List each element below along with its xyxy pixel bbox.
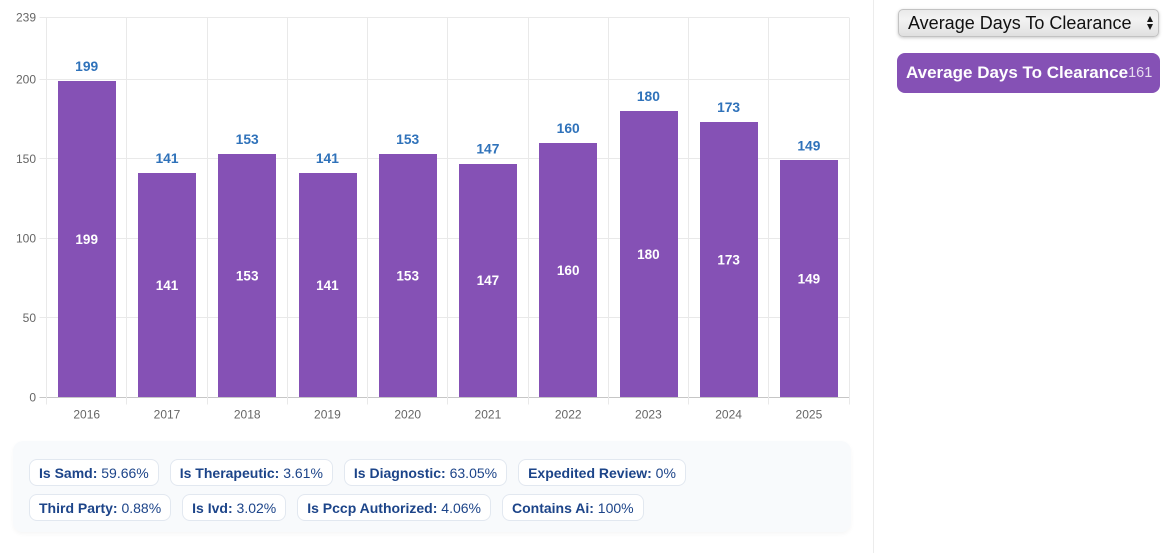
svg-text:153: 153 bbox=[396, 268, 419, 283]
svg-text:160: 160 bbox=[557, 121, 580, 136]
svg-text:2022: 2022 bbox=[555, 408, 582, 422]
svg-text:50: 50 bbox=[23, 311, 37, 325]
svg-text:141: 141 bbox=[316, 151, 339, 166]
svg-text:2023: 2023 bbox=[635, 408, 662, 422]
svg-text:173: 173 bbox=[717, 100, 740, 115]
svg-text:2016: 2016 bbox=[73, 408, 100, 422]
svg-text:180: 180 bbox=[637, 247, 660, 262]
svg-text:2020: 2020 bbox=[394, 408, 421, 422]
svg-text:199: 199 bbox=[75, 232, 98, 247]
svg-text:147: 147 bbox=[476, 142, 499, 157]
svg-text:2019: 2019 bbox=[314, 408, 341, 422]
svg-text:0: 0 bbox=[29, 390, 36, 404]
svg-text:160: 160 bbox=[557, 263, 580, 278]
svg-text:141: 141 bbox=[316, 278, 339, 293]
svg-text:199: 199 bbox=[75, 59, 98, 74]
svg-text:153: 153 bbox=[236, 268, 259, 283]
svg-text:100: 100 bbox=[16, 232, 36, 246]
svg-text:141: 141 bbox=[156, 278, 179, 293]
svg-text:2021: 2021 bbox=[475, 408, 502, 422]
svg-text:147: 147 bbox=[477, 273, 500, 288]
svg-text:141: 141 bbox=[155, 151, 178, 166]
svg-text:153: 153 bbox=[396, 132, 419, 147]
svg-text:2025: 2025 bbox=[796, 408, 823, 422]
svg-text:149: 149 bbox=[798, 272, 821, 287]
svg-text:2018: 2018 bbox=[234, 408, 261, 422]
svg-text:2024: 2024 bbox=[715, 408, 742, 422]
svg-text:200: 200 bbox=[16, 73, 36, 87]
svg-text:180: 180 bbox=[637, 89, 660, 104]
svg-text:239: 239 bbox=[16, 11, 36, 25]
svg-text:150: 150 bbox=[16, 152, 36, 166]
svg-text:2017: 2017 bbox=[154, 408, 181, 422]
svg-text:153: 153 bbox=[236, 132, 259, 147]
svg-text:149: 149 bbox=[797, 138, 820, 153]
svg-text:173: 173 bbox=[717, 253, 740, 268]
